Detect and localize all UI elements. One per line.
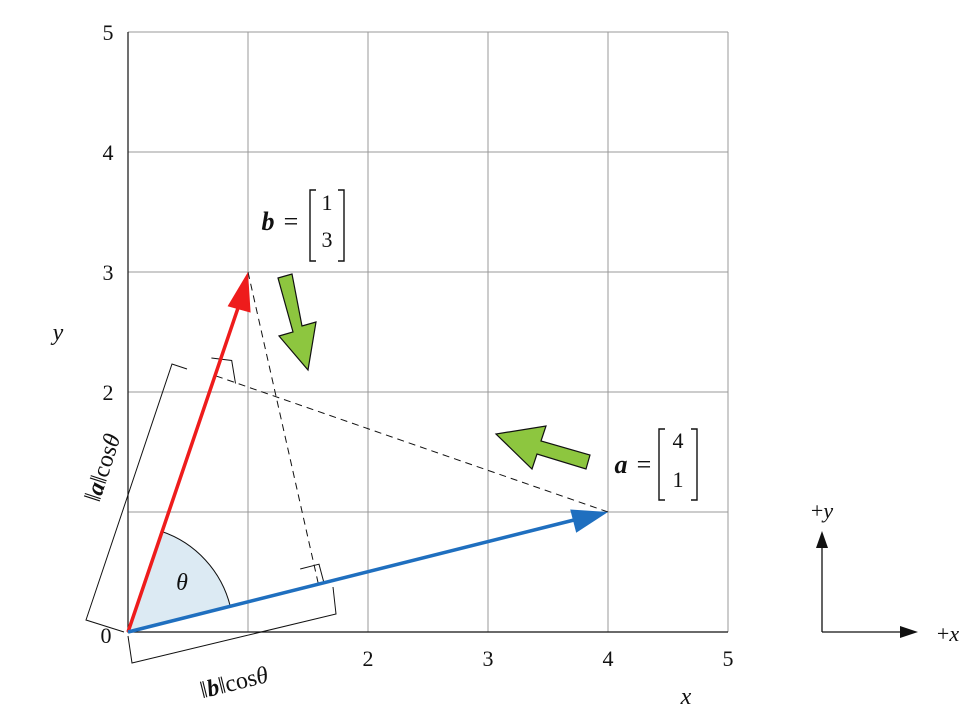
equals-sign-b: =: [284, 207, 299, 236]
plus-x-label: +x: [937, 621, 959, 646]
y-tick-label: 2: [103, 380, 114, 405]
plus-x-var: x: [948, 621, 959, 646]
x-tick-labels: 0 2 3 4 5: [101, 623, 734, 671]
grid: [128, 31, 729, 632]
x-tick-label: 0: [101, 623, 112, 648]
vector-b-component: 3: [322, 227, 333, 252]
right-arrow-head: [900, 626, 918, 638]
x-tick-label: 5: [723, 646, 734, 671]
plus-y-var: y: [821, 498, 833, 523]
vector-b-component: 1: [322, 190, 333, 215]
up-arrow-head: [816, 531, 828, 548]
green-arrow-down: [277, 273, 317, 372]
x-axis-label: x: [680, 684, 692, 710]
svg-text:‖a‖cosθ: ‖a‖cosθ: [80, 431, 126, 505]
y-tick-labels: 2 3 4 5: [103, 20, 114, 405]
projection-b-label: ‖b‖cosθ: [198, 662, 272, 704]
plus-y-label: +y: [811, 498, 833, 523]
vector-a-component: 1: [673, 467, 684, 492]
vector-a-component: 4: [673, 428, 684, 453]
y-tick-label: 3: [103, 260, 114, 285]
svg-text:‖b‖cosθ: ‖b‖cosθ: [198, 662, 272, 704]
green-arrow-left: [494, 425, 591, 471]
projection-dashes: [213, 271, 609, 585]
direction-key: +y +x: [811, 498, 959, 646]
dimension-brackets: [85, 363, 337, 664]
vector-a-name: a: [615, 450, 628, 479]
angle-label: θ: [176, 570, 188, 596]
x-tick-label: 4: [603, 646, 614, 671]
y-tick-label: 4: [103, 140, 114, 165]
vector-b-name: b: [262, 207, 275, 236]
vector-a: [127, 509, 608, 634]
x-tick-label: 2: [363, 646, 374, 671]
projection-a-label: ‖a‖cosθ: [80, 431, 126, 505]
vector-b-label: b = 1 3: [262, 189, 345, 262]
x-tick-label: 3: [483, 646, 494, 671]
y-axis-label: y: [51, 320, 64, 346]
y-tick-label: 5: [103, 20, 114, 45]
vector-a-label: a = 4 1: [615, 428, 698, 501]
equals-sign-a: =: [637, 450, 652, 479]
axes-lines: [127, 32, 728, 633]
vector-b: [126, 272, 251, 633]
right-angle-markers: [211, 357, 325, 584]
